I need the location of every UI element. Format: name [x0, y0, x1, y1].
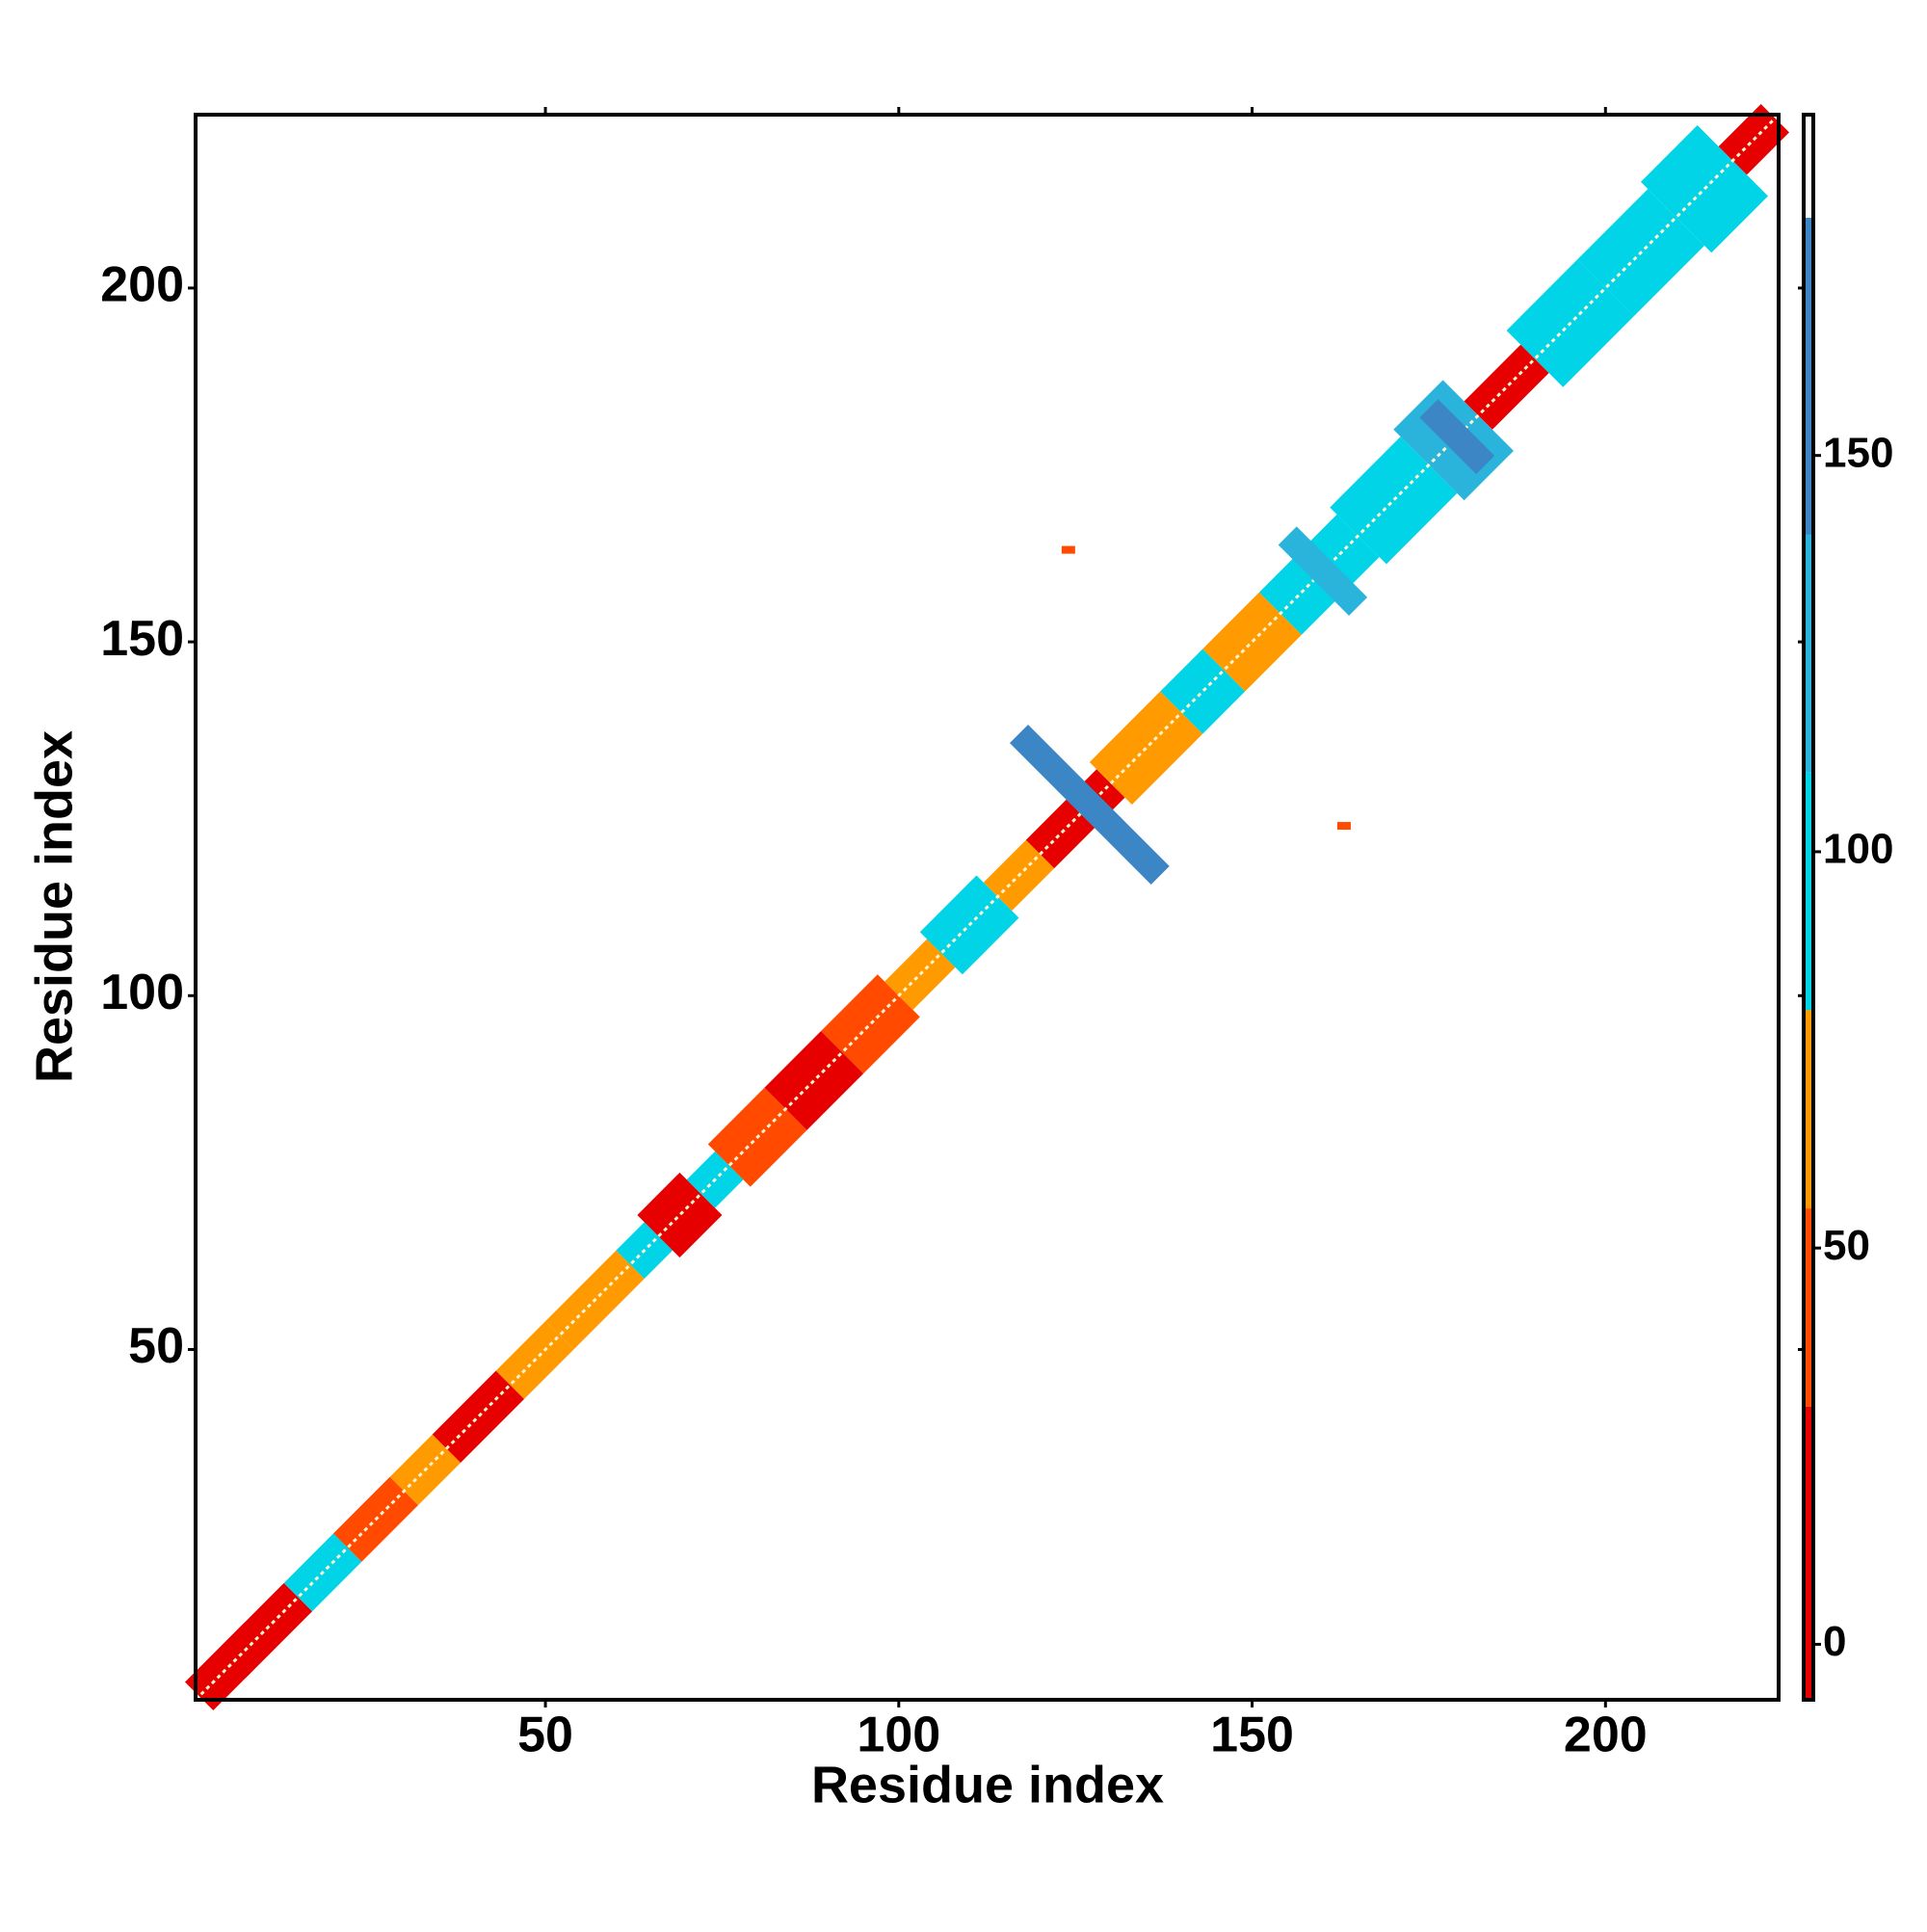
- colorbar-band: [1804, 1010, 1813, 1209]
- x-tick-label: 200: [1564, 1707, 1648, 1763]
- colorbar-frame: [1802, 113, 1815, 1702]
- x-tick-label: 100: [857, 1707, 940, 1763]
- contact-spot: [1061, 545, 1075, 554]
- colorbar-band: [1804, 1406, 1813, 1700]
- contact-band: [1640, 125, 1768, 253]
- contact-band: [637, 1172, 723, 1258]
- contact-band: [1160, 648, 1246, 734]
- colorbar-tick-label: 0: [1823, 1618, 1846, 1665]
- contact-cross: [1419, 399, 1495, 475]
- colorbar-band: [1804, 1208, 1813, 1407]
- colorbar-tick-label: 50: [1823, 1222, 1870, 1269]
- y-axis-label: Residue index: [25, 730, 83, 1083]
- contact-cross: [1009, 725, 1170, 885]
- contact-cross: [1278, 526, 1368, 616]
- colorbar-tick-label: 100: [1823, 826, 1893, 873]
- x-tick-label: 150: [1210, 1707, 1294, 1763]
- x-tick-label: 50: [517, 1707, 573, 1763]
- y-tick-label: 150: [100, 611, 184, 667]
- contact-band: [184, 1582, 313, 1711]
- x-axis-label: Residue index: [811, 1756, 1164, 1813]
- contact-band: [1464, 344, 1549, 430]
- colorbar-band: [1804, 772, 1813, 1011]
- y-tick-label: 50: [128, 1318, 184, 1374]
- y-tick-label: 200: [100, 257, 184, 313]
- contact-spot: [1336, 822, 1351, 831]
- y-tick-label: 100: [100, 965, 184, 1020]
- diagonal: [194, 113, 1781, 1702]
- colorbar-band: [1804, 115, 1813, 218]
- plot-frame: [194, 113, 1781, 1702]
- colorbar-band: [1804, 217, 1813, 535]
- colorbar-tick-label: 150: [1823, 429, 1893, 476]
- colorbar-band: [1804, 534, 1813, 773]
